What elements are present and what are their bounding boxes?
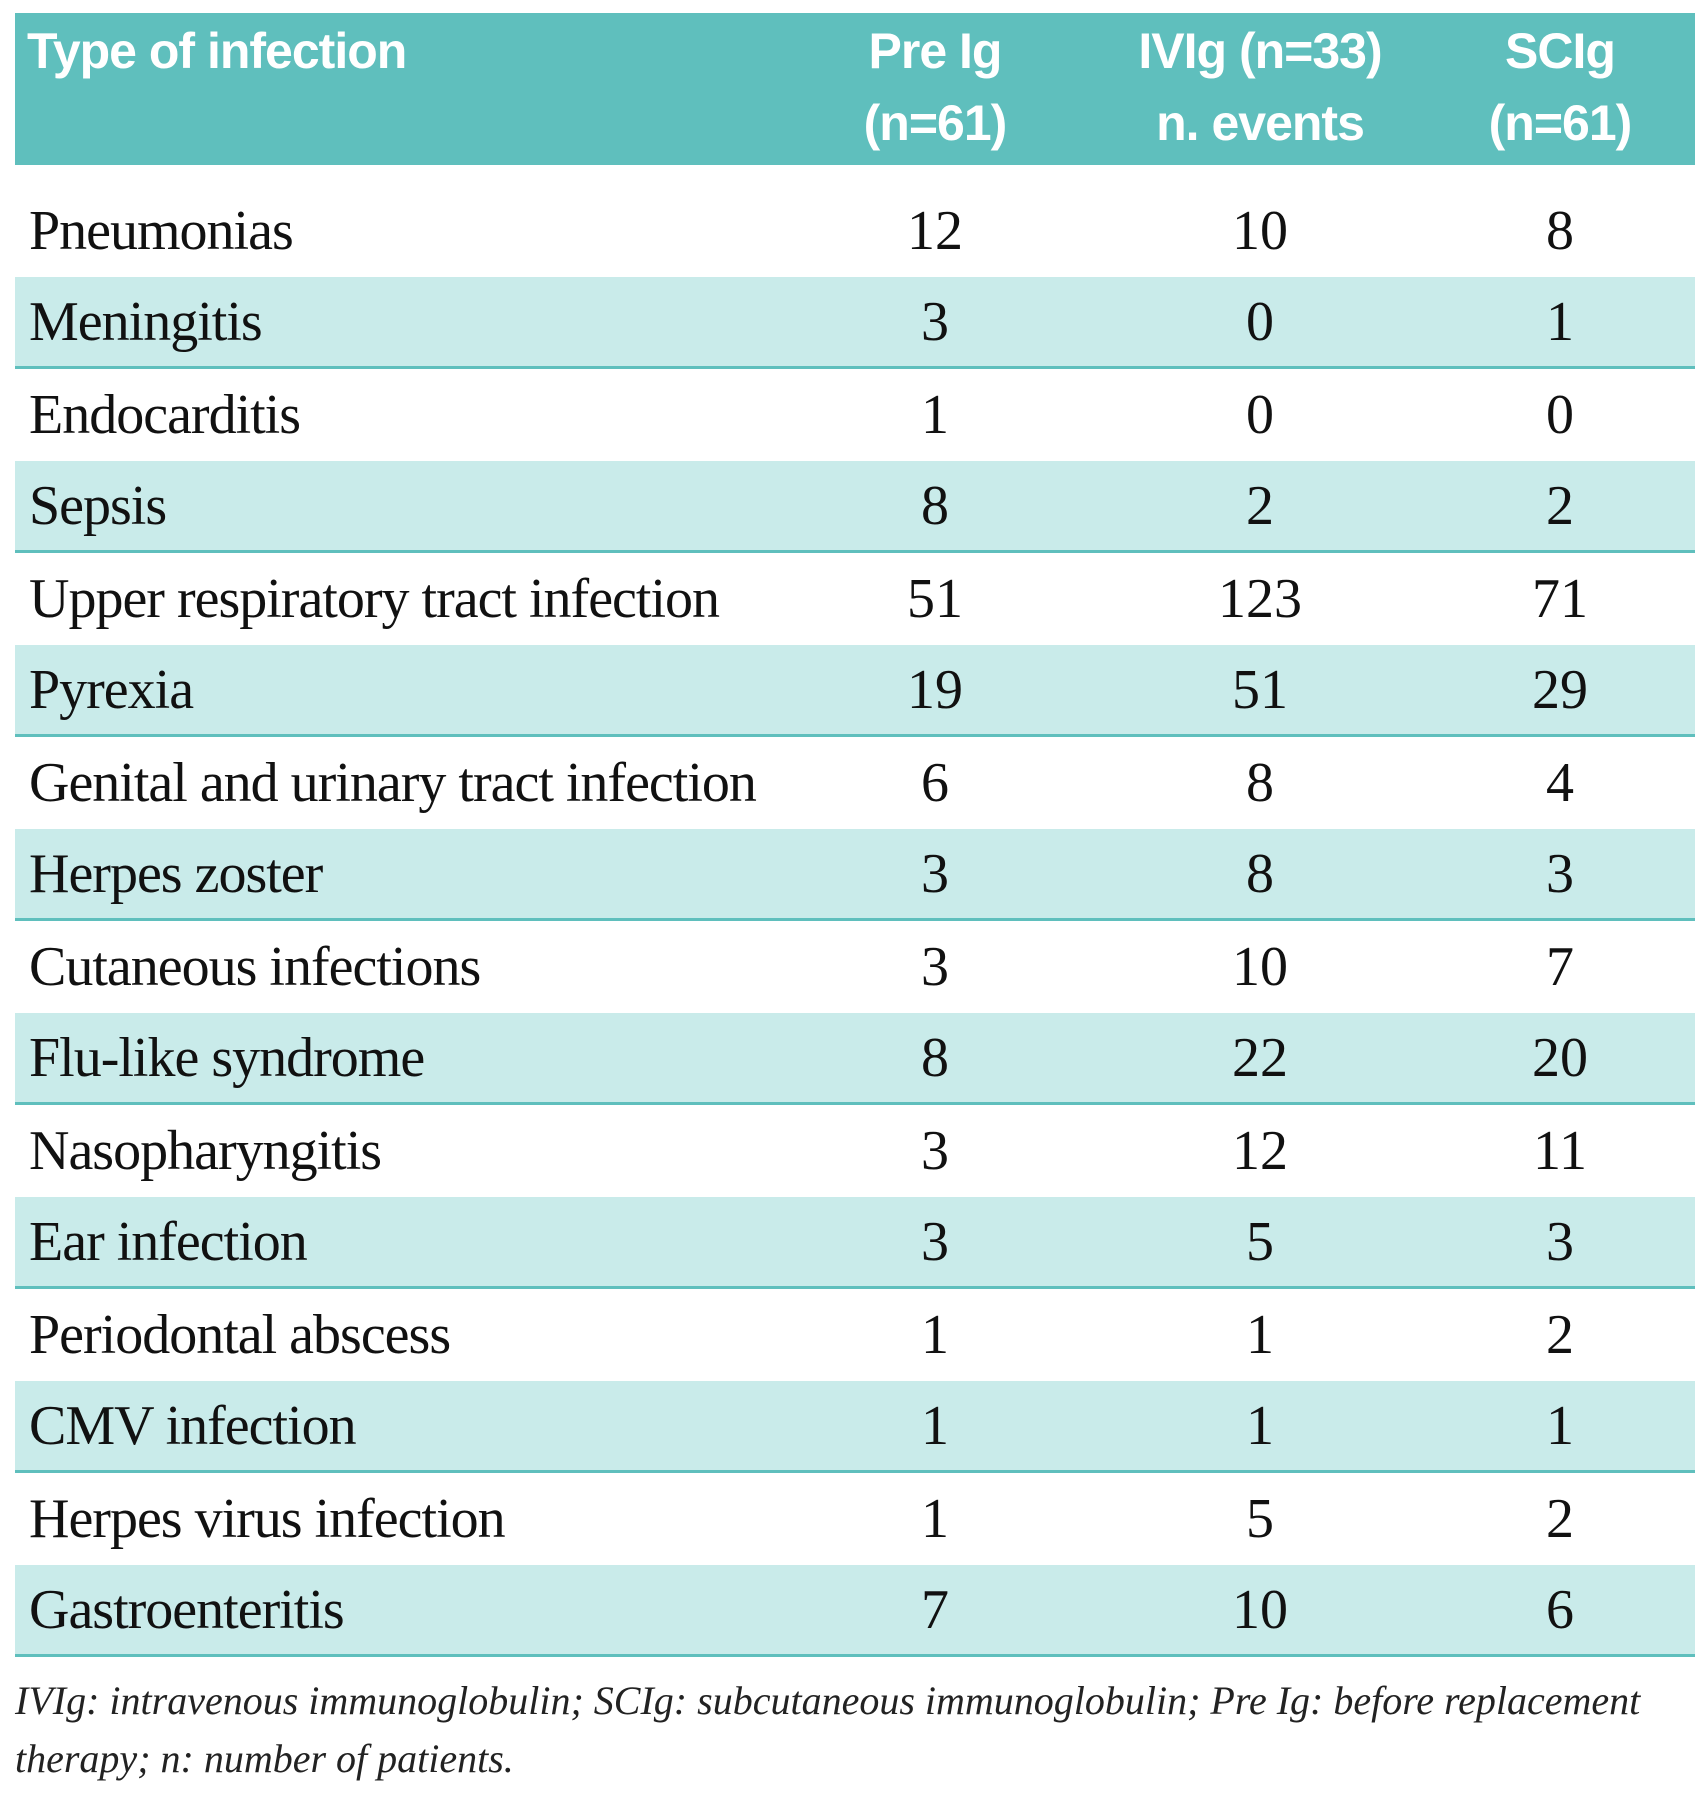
table-row: Nasopharyngitis 3 12 11 xyxy=(15,1105,1695,1197)
table-row: Cutaneous infections 3 10 7 xyxy=(15,921,1695,1013)
cell-ivig: 1 xyxy=(1246,1394,1274,1457)
cell-ivig: 10 xyxy=(1232,1578,1288,1641)
cell-infection-type: CMV infection xyxy=(29,1394,357,1457)
cell-scig: 6 xyxy=(1546,1578,1574,1641)
table-row: Flu-like syndrome 8 22 20 xyxy=(15,1013,1695,1105)
cell-scig: 71 xyxy=(1532,568,1588,630)
header-scig-line2: (n=61) xyxy=(1488,95,1633,151)
cell-infection-type: Genital and urinary tract infection xyxy=(29,752,757,814)
cell-infection-type: Pyrexia xyxy=(29,658,194,721)
table-body-spacer xyxy=(15,165,1695,185)
table-row: Sepsis 8 2 2 xyxy=(15,461,1695,553)
table-row: Upper respiratory tract infection 51 123… xyxy=(15,553,1695,645)
cell-scig: 4 xyxy=(1546,752,1574,814)
infection-table: Type of infection Pre Ig (n=61) IVIg (n=… xyxy=(15,13,1695,1657)
cell-scig: 0 xyxy=(1546,384,1574,446)
table-row: Periodontal abscess 1 1 2 xyxy=(15,1289,1695,1381)
cell-pre-ig: 7 xyxy=(921,1578,949,1641)
cell-infection-type: Herpes virus infection xyxy=(29,1488,506,1550)
table-row: Ear infection 3 5 3 xyxy=(15,1197,1695,1289)
cell-scig: 1 xyxy=(1546,1394,1574,1457)
cell-pre-ig: 3 xyxy=(921,1120,949,1182)
cell-pre-ig: 1 xyxy=(921,384,949,446)
cell-infection-type: Endocarditis xyxy=(29,384,301,446)
cell-infection-type: Herpes zoster xyxy=(29,842,323,905)
table-row: Pneumonias 12 10 8 xyxy=(15,185,1695,277)
cell-infection-type: Flu-like syndrome xyxy=(29,1026,425,1089)
header-type-of-infection: Type of infection xyxy=(15,13,775,165)
table-row: Pyrexia 19 51 29 xyxy=(15,645,1695,737)
cell-pre-ig: 12 xyxy=(907,200,963,262)
cell-scig: 20 xyxy=(1532,1026,1588,1089)
cell-infection-type: Ear infection xyxy=(29,1210,308,1273)
cell-infection-type: Gastroenteritis xyxy=(29,1578,345,1641)
cell-infection-type: Meningitis xyxy=(29,290,263,353)
cell-pre-ig: 3 xyxy=(921,842,949,905)
cell-ivig: 51 xyxy=(1232,658,1288,721)
cell-ivig: 8 xyxy=(1246,842,1274,905)
cell-scig: 2 xyxy=(1546,474,1574,537)
cell-ivig: 10 xyxy=(1232,936,1288,998)
cell-pre-ig: 8 xyxy=(921,1026,949,1089)
cell-scig: 3 xyxy=(1546,842,1574,905)
cell-infection-type: Pneumonias xyxy=(29,200,294,262)
cell-ivig: 12 xyxy=(1232,1120,1288,1182)
table-row: Endocarditis 1 0 0 xyxy=(15,369,1695,461)
cell-scig: 8 xyxy=(1546,200,1574,262)
cell-scig: 2 xyxy=(1546,1304,1574,1366)
cell-scig: 11 xyxy=(1533,1120,1587,1182)
cell-pre-ig: 51 xyxy=(907,568,963,630)
cell-scig: 2 xyxy=(1546,1488,1574,1550)
cell-scig: 29 xyxy=(1532,658,1588,721)
header-pre-ig-line2: (n=61) xyxy=(863,95,1008,151)
cell-pre-ig: 3 xyxy=(921,290,949,353)
header-ivig-line2: n. events xyxy=(1156,95,1365,151)
table-row: Herpes zoster 3 8 3 xyxy=(15,829,1695,921)
cell-ivig: 10 xyxy=(1232,200,1288,262)
cell-infection-type: Periodontal abscess xyxy=(29,1304,451,1366)
table-row: CMV infection 1 1 1 xyxy=(15,1381,1695,1473)
table-row: Gastroenteritis 7 10 6 xyxy=(15,1565,1695,1657)
header-ivig: IVIg (n=33) n. events xyxy=(1095,13,1425,165)
cell-pre-ig: 1 xyxy=(921,1488,949,1550)
table-body: Pneumonias 12 10 8 Meningitis 3 0 1 Endo… xyxy=(15,185,1695,1657)
cell-ivig: 2 xyxy=(1246,474,1274,537)
cell-pre-ig: 1 xyxy=(921,1304,949,1366)
cell-ivig: 123 xyxy=(1218,568,1302,630)
cell-pre-ig: 3 xyxy=(921,936,949,998)
cell-ivig: 0 xyxy=(1246,384,1274,446)
cell-infection-type: Cutaneous infections xyxy=(29,936,481,998)
table-row: Genital and urinary tract infection 6 8 … xyxy=(15,737,1695,829)
cell-pre-ig: 3 xyxy=(921,1210,949,1273)
cell-pre-ig: 8 xyxy=(921,474,949,537)
header-pre-ig-line1: Pre Ig xyxy=(868,23,1003,79)
table-header-row: Type of infection Pre Ig (n=61) IVIg (n=… xyxy=(15,13,1695,165)
cell-infection-type: Upper respiratory tract infection xyxy=(29,568,720,630)
header-ivig-line1: IVIg (n=33) xyxy=(1138,23,1382,79)
header-scig: SCIg (n=61) xyxy=(1425,13,1695,165)
cell-ivig: 8 xyxy=(1246,752,1274,814)
cell-ivig: 1 xyxy=(1246,1304,1274,1366)
cell-ivig: 5 xyxy=(1246,1210,1274,1273)
cell-scig: 3 xyxy=(1546,1210,1574,1273)
cell-ivig: 22 xyxy=(1232,1026,1288,1089)
cell-pre-ig: 19 xyxy=(907,658,963,721)
cell-infection-type: Sepsis xyxy=(29,474,167,537)
table-row: Meningitis 3 0 1 xyxy=(15,277,1695,369)
cell-pre-ig: 1 xyxy=(921,1394,949,1457)
cell-pre-ig: 6 xyxy=(921,752,949,814)
cell-scig: 7 xyxy=(1546,936,1574,998)
cell-ivig: 5 xyxy=(1246,1488,1274,1550)
header-pre-ig: Pre Ig (n=61) xyxy=(775,13,1095,165)
cell-ivig: 0 xyxy=(1246,290,1274,353)
header-type-label: Type of infection xyxy=(27,23,407,79)
cell-scig: 1 xyxy=(1546,290,1574,353)
header-scig-line1: SCIg xyxy=(1505,23,1616,79)
table-row: Herpes virus infection 1 5 2 xyxy=(15,1473,1695,1565)
cell-infection-type: Nasopharyngitis xyxy=(29,1120,382,1182)
table-footnote: IVIg: intravenous immunoglobulin; SCIg: … xyxy=(15,1678,1641,1781)
